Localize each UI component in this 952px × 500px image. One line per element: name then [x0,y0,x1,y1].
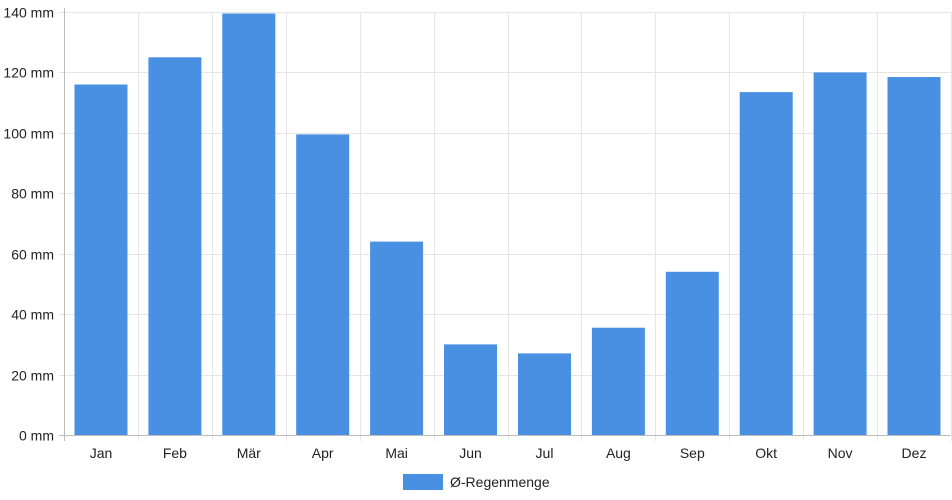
bar-mai[interactable] [370,241,424,435]
x-tick-label: Mär [237,445,261,461]
legend-label: Ø-Regenmenge [450,474,550,490]
bar-sep[interactable] [665,271,719,435]
bar-apr[interactable] [296,134,350,435]
bar-series [74,13,941,436]
chart-grid [59,12,952,441]
x-tick-label: Nov [828,445,853,461]
y-axis-tick-labels: 0 mm 20 mm 40 mm 60 mm 80 mm 100 mm 120 mm 140 … [3,5,54,444]
x-tick-label: Aug [606,445,631,461]
x-tick-label: Dez [902,445,927,461]
y-tick-label: 60 mm [11,247,54,263]
x-tick-label: Feb [163,445,187,461]
x-tick-label: Jul [536,445,554,461]
y-tick-label: 120 mm [3,65,54,81]
bar-dez[interactable] [887,77,941,435]
x-tick-label: Apr [312,445,334,461]
bar-jan[interactable] [74,84,128,436]
y-tick-label: 100 mm [3,126,54,142]
chart-axes [59,8,951,441]
bar-jun[interactable] [444,344,497,435]
x-tick-label: Jan [90,445,113,461]
bar-aug[interactable] [591,327,645,435]
y-tick-label: 20 mm [11,368,54,384]
x-tick-label: Sep [680,445,705,461]
x-axis-tick-labels: Jan Feb Mär Apr Mai Jun Jul Aug Sep Okt Nov Dez [90,445,927,461]
y-tick-label: 40 mm [11,307,54,323]
bar-nov[interactable] [813,72,867,436]
bar-jul[interactable] [518,353,571,435]
y-tick-label: 0 mm [19,428,54,444]
y-tick-label: 80 mm [11,186,54,202]
chart-legend[interactable]: Ø-Regenmenge [403,474,550,490]
legend-swatch [403,474,443,490]
x-tick-label: Mai [385,445,408,461]
y-tick-label: 140 mm [3,5,54,21]
x-tick-label: Okt [755,445,777,461]
x-tick-label: Jun [459,445,482,461]
bar-okt[interactable] [739,92,793,435]
bar-feb[interactable] [148,57,202,436]
bar-mär[interactable] [222,13,276,436]
